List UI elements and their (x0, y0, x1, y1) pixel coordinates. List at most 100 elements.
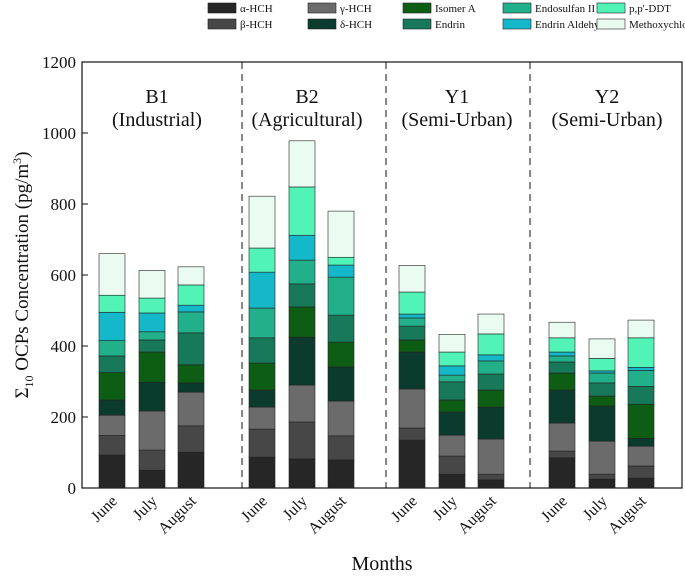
y-tick-label: 200 (51, 408, 77, 427)
x-tick-label: June (238, 493, 271, 526)
bar-segment (177, 391, 205, 427)
bar-segment (288, 384, 316, 423)
legend-label: Isomer A (435, 3, 476, 15)
bar-segment (477, 360, 505, 375)
bar-segment (477, 354, 505, 362)
bar-segment (548, 337, 576, 353)
legend-label: β-HCH (240, 19, 273, 31)
bar-segment (98, 414, 126, 436)
legend-label: Methoxychlor (629, 19, 685, 31)
bar-segment (548, 450, 576, 459)
bar-segment (327, 435, 355, 461)
bar-segment (177, 364, 205, 384)
bar-segment (248, 307, 276, 339)
bar-segment (177, 451, 205, 489)
bar-segment (438, 434, 466, 457)
bar-segment (548, 457, 576, 489)
legend-label: p,p'-DDT (629, 3, 671, 15)
y-label-sub: 10 (22, 375, 36, 387)
bar-segment (138, 351, 166, 383)
bar-segment (98, 399, 126, 416)
x-tick-label: August (455, 492, 500, 537)
x-tick-label: August (605, 492, 650, 537)
bar-segment (248, 271, 276, 309)
y-tick-label: 600 (51, 266, 77, 285)
bar-segment (588, 405, 616, 442)
legend-label: Endosulfan II (535, 3, 596, 15)
bar-segment (588, 478, 616, 489)
bar-segment (98, 340, 126, 357)
bar-segment (327, 400, 355, 437)
legend-swatch (502, 2, 532, 14)
y-tick-label: 400 (51, 337, 77, 356)
bar-segment (588, 372, 616, 384)
bar-segment (138, 469, 166, 489)
y-label-part: OCPs Concentration (pg/m (12, 164, 33, 376)
bar-segment (288, 421, 316, 460)
bar-segment (548, 361, 576, 374)
bar-segment (477, 438, 505, 475)
legend-swatch (402, 2, 432, 14)
bar-segment (398, 317, 426, 327)
bar-segment (288, 283, 316, 308)
bar-segment (548, 355, 576, 363)
bar-segment (138, 410, 166, 451)
bar-segment (627, 465, 655, 479)
bar-segment (627, 366, 655, 371)
bar-segment (438, 381, 466, 401)
bar-segment (548, 351, 576, 357)
x-tick-label: June (388, 493, 421, 526)
x-tick-label: July (130, 493, 161, 524)
bar-segment (177, 382, 205, 393)
x-axis-label: Months (351, 553, 412, 575)
bar-segment (327, 276, 355, 316)
bar-segment (138, 381, 166, 412)
bar-segment (398, 388, 426, 429)
bar-segment (248, 195, 276, 249)
y-label-part: Σ (12, 387, 33, 398)
y-label-sup: 3 (10, 158, 24, 164)
legend-label: Endrin (435, 19, 465, 31)
bar-segment (627, 337, 655, 368)
bar-segment (177, 284, 205, 306)
legend-swatch (307, 18, 337, 30)
bar-segment (588, 473, 616, 480)
bar-segment (327, 366, 355, 402)
bar-segment (288, 186, 316, 236)
bar-segment (477, 333, 505, 356)
bar-segment (327, 459, 355, 489)
bar-segment (438, 374, 466, 383)
group-label: B2 (295, 86, 318, 108)
y-tick-label: 1200 (42, 53, 76, 72)
bar-segment (177, 311, 205, 334)
bar-segment (288, 234, 316, 261)
bar-segment (98, 253, 126, 296)
bar-segment (98, 435, 126, 456)
bar-segment (438, 351, 466, 367)
y-axis-label: Σ10 OCPs Concentration (pg/m3) (10, 151, 36, 398)
bar-segment (288, 140, 316, 188)
group-subtitle: (Agricultural) (251, 109, 362, 131)
bar-segment (327, 210, 355, 258)
bar-segment (248, 337, 276, 364)
x-tick-label: August (305, 492, 350, 537)
legend-swatch (402, 18, 432, 30)
bar-segment (627, 477, 655, 489)
bar-segment (248, 389, 276, 408)
bar-segment (398, 313, 426, 319)
bar-segment (138, 270, 166, 299)
bar-segment (627, 370, 655, 387)
bar-segment (327, 341, 355, 368)
legend-swatch (207, 18, 237, 30)
bar-segment (477, 313, 505, 335)
bar-segment (98, 311, 126, 341)
bar-segment (98, 454, 126, 489)
group-label: B1 (145, 86, 168, 108)
bar-segment (627, 445, 655, 467)
y-tick-label: 0 (68, 479, 77, 498)
bar-segment (327, 264, 355, 278)
bar-segment (138, 339, 166, 353)
legend-label: γ-HCH (339, 3, 372, 15)
bar-segment (398, 291, 426, 315)
x-tick-label: June (88, 493, 121, 526)
